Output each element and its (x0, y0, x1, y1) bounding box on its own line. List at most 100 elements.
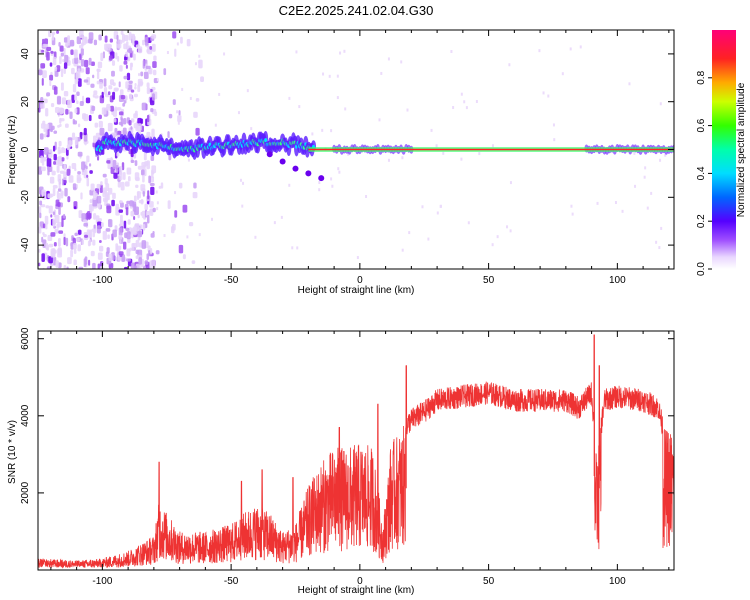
noise-cell (98, 34, 102, 41)
sparse-noise-cell (628, 82, 631, 86)
noise-cell (123, 241, 127, 250)
sparse-noise-cell (664, 153, 667, 157)
noise-cell (77, 244, 81, 252)
noise-cell (119, 171, 123, 181)
noise-cell (120, 214, 123, 222)
colorbar-tick-label: 0.8 (696, 70, 707, 84)
noise-cell (114, 106, 118, 112)
noise-cell (124, 232, 128, 239)
colorbar-ticks: 0.0 0.2 0.4 0.6 0.8 (696, 70, 712, 276)
noise-cell (135, 255, 140, 260)
noise-cell (103, 78, 107, 87)
noise-cell (38, 262, 41, 267)
sparse-noise-cell (242, 181, 245, 185)
sparse-noise-cell (211, 217, 214, 221)
x-tick-label: -50 (224, 275, 239, 286)
sparse-noise-cell (569, 47, 572, 51)
noise-cell (172, 223, 176, 231)
noise-cell (73, 248, 77, 254)
noise-cell (133, 53, 136, 61)
noise-cell (141, 240, 147, 249)
colorbar-tick-label: 0.4 (696, 166, 707, 180)
noise-cell (98, 120, 103, 128)
noise-cell (49, 74, 54, 81)
noise-cell (147, 245, 151, 252)
sparse-noise-cell (280, 215, 283, 219)
noise-cell (99, 127, 105, 136)
noise-cell (96, 195, 102, 204)
noise-cell (142, 223, 146, 231)
noise-cell (90, 250, 95, 257)
noise-cell (58, 140, 62, 147)
branch-mark (305, 170, 312, 177)
noise-cell (48, 205, 53, 214)
noise-cell (126, 167, 132, 175)
noise-cell (149, 260, 152, 269)
noise-cell (111, 60, 116, 66)
noise-cell (67, 35, 71, 43)
noise-cell (115, 164, 119, 173)
noise-cell (122, 127, 127, 135)
noise-cell (58, 180, 61, 189)
sparse-noise-cell (452, 106, 455, 110)
y-tick-label: 0 (20, 146, 31, 152)
sparse-noise-cell (436, 211, 439, 215)
noise-cell (90, 61, 95, 67)
spectrogram-y-axis-label: Frequency (Hz) (7, 116, 18, 185)
noise-cell (193, 111, 198, 118)
noise-cell (98, 218, 103, 222)
noise-cell (51, 32, 55, 41)
noise-cell (80, 48, 84, 56)
noise-cell (41, 77, 44, 86)
noise-cell (38, 69, 43, 76)
sparse-noise-cell (552, 123, 555, 127)
colorbar-tick-label: 0.6 (696, 118, 707, 132)
sparse-noise-cell (655, 240, 658, 244)
noise-cell (84, 36, 88, 44)
noise-cell (39, 200, 43, 206)
noise-cell (152, 231, 155, 235)
colorbar-label: Normalized spectral amplitude (736, 82, 747, 217)
noise-cell (56, 190, 60, 199)
sparse-noise-cell (506, 225, 509, 229)
noise-cell (112, 160, 117, 169)
noise-cell (133, 123, 139, 129)
noise-cell (95, 132, 101, 139)
noise-cell (121, 162, 125, 171)
noise-cell (88, 214, 91, 220)
noise-cell (112, 132, 117, 137)
noise-cell (177, 115, 182, 123)
noise-cell (69, 39, 75, 47)
noise-cell (115, 52, 118, 60)
noise-cell (142, 39, 145, 46)
noise-cell (46, 92, 51, 97)
noise-cell (40, 96, 44, 104)
noise-cell (63, 91, 69, 97)
noise-cell (66, 154, 69, 160)
noise-cell (75, 237, 80, 242)
noise-cell (146, 114, 150, 123)
noise-cell (92, 198, 98, 207)
noise-cell (143, 152, 147, 161)
noise-cell (118, 209, 124, 213)
noise-cell (151, 259, 156, 269)
noise-cell (48, 243, 54, 248)
x-tick-label: -100 (92, 576, 112, 587)
sparse-noise-cell (439, 204, 442, 208)
noise-cell (67, 196, 71, 203)
noise-cell (98, 203, 101, 210)
sparse-noise-cell (643, 175, 646, 179)
noise-cell (107, 187, 113, 195)
noise-cell (152, 43, 156, 52)
noise-cell (88, 114, 92, 122)
noise-cell (186, 39, 191, 47)
noise-cell (92, 191, 97, 201)
noise-cell (63, 213, 66, 219)
sparse-noise-cell (273, 221, 276, 225)
noise-cell (41, 236, 44, 243)
noise-cell (119, 200, 123, 204)
sparse-noise-cell (561, 72, 564, 76)
noise-cell (178, 182, 183, 189)
noise-cell (53, 242, 57, 247)
sparse-noise-cell (400, 60, 403, 64)
